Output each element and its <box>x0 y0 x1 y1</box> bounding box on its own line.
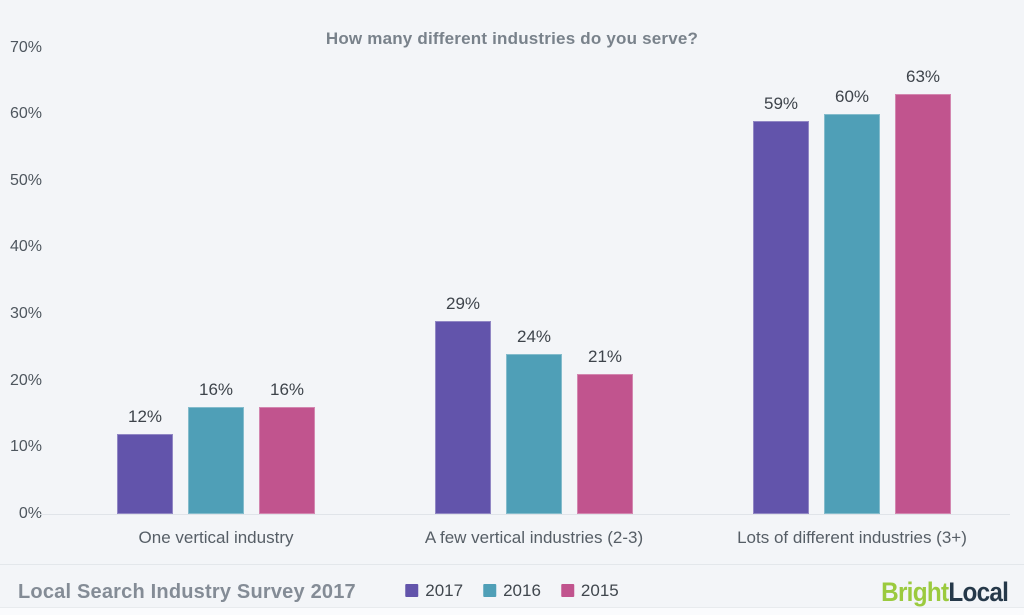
bar-value-label: 24% <box>516 327 552 346</box>
category-label: A few vertical industries (2-3) <box>424 528 644 547</box>
bar-value-label: 60% <box>834 87 870 106</box>
y-axis-tick: 50% <box>9 171 42 189</box>
bar-2017 <box>753 121 809 514</box>
y-axis-tick: 30% <box>9 305 42 323</box>
bar-2016 <box>188 407 244 514</box>
bar-value-label: 16% <box>198 380 234 399</box>
bar-value-label: 29% <box>445 294 481 313</box>
bar-2015 <box>895 94 951 514</box>
y-axis-tick: 0% <box>18 505 42 522</box>
bar-2016 <box>506 354 562 514</box>
source-label: Local Search Industry Survey 2017 <box>18 581 356 603</box>
plot-area: 12% 16% 16% One vertical industry 29% 24% 21% A… <box>117 67 967 547</box>
bottom-strip <box>0 607 1024 615</box>
bar-value-label: 21% <box>587 347 623 366</box>
bar-2015 <box>259 407 315 514</box>
bar-value-label: 63% <box>905 67 941 86</box>
bar-2016 <box>824 114 880 514</box>
legend-label: 2017 <box>425 581 464 600</box>
bar-value-label: 12% <box>127 407 163 426</box>
y-axis: 70% 60% 50% 40% 30% 20% 10% 0% <box>0 0 42 560</box>
chart-title: How many different industries do you ser… <box>325 29 699 48</box>
category-label: Lots of different industries (3+) <box>737 528 967 547</box>
bar-2017 <box>435 321 491 514</box>
legend-swatch <box>483 584 497 597</box>
bar-value-label: 59% <box>763 94 799 113</box>
bar-2017 <box>117 434 173 514</box>
logo-local-text: Local <box>948 577 1009 607</box>
legend-label: 2015 <box>580 581 619 600</box>
y-axis-tick: 70% <box>9 38 42 56</box>
y-axis-tick: 60% <box>9 105 42 123</box>
bar-2015 <box>577 374 633 514</box>
legend: 2017 2016 2015 <box>405 581 619 600</box>
legend-item-2016: 2016 <box>483 581 541 600</box>
y-axis-tick: 40% <box>9 238 42 256</box>
legend-swatch <box>405 584 419 597</box>
y-axis-tick: 10% <box>9 438 42 456</box>
logo-bright-text: Bright <box>880 577 949 607</box>
footer-divider <box>0 564 1024 565</box>
legend-item-2015: 2015 <box>560 581 619 600</box>
legend-item-2017: 2017 <box>405 581 464 600</box>
y-axis-tick: 20% <box>9 371 42 389</box>
x-axis-line <box>40 514 1010 515</box>
bar-value-label: 16% <box>269 380 305 399</box>
legend-swatch <box>560 584 574 597</box>
category-label: One vertical industry <box>138 528 294 547</box>
legend-label: 2016 <box>503 581 541 600</box>
brightlocal-logo: BrightLocal <box>880 577 1009 607</box>
